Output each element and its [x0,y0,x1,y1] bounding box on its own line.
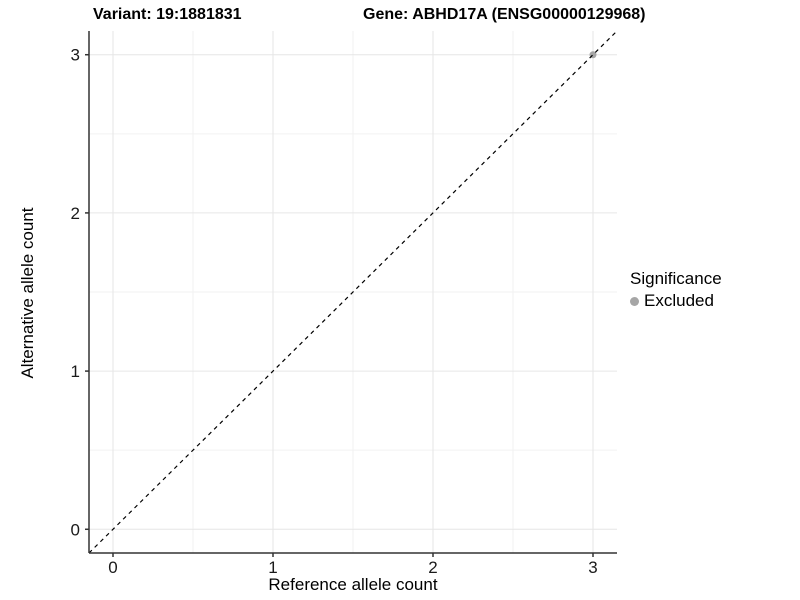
x-axis-title: Reference allele count [268,575,438,594]
y-axis-title: Alternative allele count [18,207,37,379]
y-tick-label: 1 [71,362,80,381]
plot-title-gene: Gene: ABHD17A (ENSG00000129968) [363,6,646,23]
plot-title-variant: Variant: 19:1881831 [93,6,242,23]
y-tick-label: 3 [71,46,80,65]
legend-item-excluded: Excluded [630,291,722,311]
identity-dashed-line [88,30,618,554]
y-tick-label: 2 [71,204,80,223]
legend-title: Significance [630,269,722,288]
x-tick-label: 3 [588,558,597,577]
x-tick-label: 2 [428,558,437,577]
x-tick-label: 0 [108,558,117,577]
legend-item-label: Excluded [644,291,714,310]
x-tick-label: 1 [268,558,277,577]
y-tick-label: 0 [71,520,80,539]
dot-icon [630,296,639,306]
legend: Significance Excluded [630,269,722,311]
